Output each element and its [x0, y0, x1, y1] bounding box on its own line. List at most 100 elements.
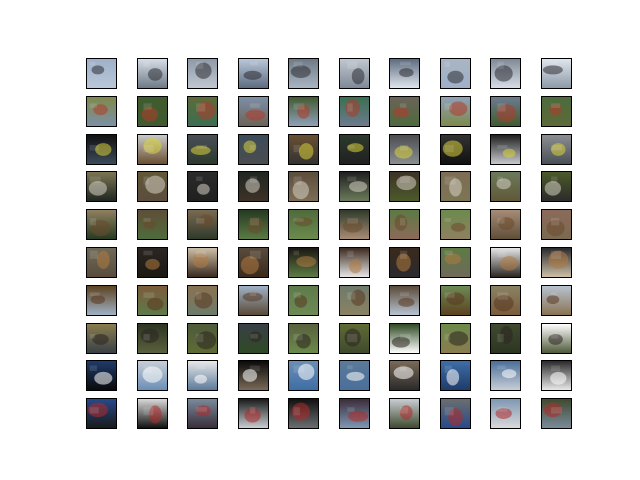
automobile-thumbnail [86, 133, 117, 165]
ship-thumbnail [389, 360, 420, 392]
horse-thumbnail [490, 284, 521, 316]
deer-thumbnail [490, 209, 521, 241]
horse-thumbnail [86, 284, 117, 316]
ship-thumbnail [86, 360, 117, 392]
truck-thumbnail [187, 398, 218, 430]
cat-thumbnail [86, 171, 117, 203]
deer-thumbnail [237, 209, 269, 241]
truck-thumbnail [389, 398, 420, 430]
ship-thumbnail [136, 360, 168, 392]
deer-thumbnail [288, 209, 319, 241]
bird-thumbnail [86, 95, 117, 127]
deer-thumbnail [187, 209, 218, 241]
cat-thumbnail [136, 171, 168, 203]
dog-thumbnail [540, 247, 572, 278]
dog-thumbnail [288, 247, 319, 278]
truck-thumbnail [288, 398, 319, 430]
dog-thumbnail [136, 247, 168, 278]
bird-thumbnail [389, 95, 420, 127]
dog-thumbnail [187, 247, 218, 278]
cat-thumbnail [439, 171, 471, 203]
horse-thumbnail [338, 284, 370, 316]
truck-thumbnail [540, 398, 572, 430]
bird-thumbnail [439, 95, 471, 127]
monkey-thumbnail [136, 322, 168, 354]
monkey-thumbnail [540, 322, 572, 354]
truck-thumbnail [439, 398, 471, 430]
automobile-thumbnail [439, 133, 471, 165]
bird-thumbnail [540, 95, 572, 127]
automobile-thumbnail [338, 133, 370, 165]
horse-thumbnail [540, 284, 572, 316]
automobile-thumbnail [389, 133, 420, 165]
airplane-thumbnail [439, 58, 471, 89]
dog-thumbnail [86, 247, 117, 278]
ship-thumbnail [237, 360, 269, 392]
cat-thumbnail [540, 171, 572, 203]
ship-thumbnail [490, 360, 521, 392]
horse-thumbnail [237, 284, 269, 316]
ship-thumbnail [288, 360, 319, 392]
monkey-thumbnail [86, 322, 117, 354]
automobile-thumbnail [490, 133, 521, 165]
ship-thumbnail [540, 360, 572, 392]
cat-thumbnail [490, 171, 521, 203]
deer-thumbnail [540, 209, 572, 241]
cat-thumbnail [237, 171, 269, 203]
monkey-thumbnail [490, 322, 521, 354]
ship-thumbnail [439, 360, 471, 392]
cat-thumbnail [288, 171, 319, 203]
airplane-thumbnail [338, 58, 370, 89]
cat-thumbnail [338, 171, 370, 203]
truck-thumbnail [86, 398, 117, 430]
horse-thumbnail [288, 284, 319, 316]
deer-thumbnail [389, 209, 420, 241]
dog-thumbnail [490, 247, 521, 278]
airplane-thumbnail [187, 58, 218, 89]
deer-thumbnail [439, 209, 471, 241]
cat-thumbnail [187, 171, 218, 203]
monkey-thumbnail [389, 322, 420, 354]
horse-thumbnail [136, 284, 168, 316]
monkey-thumbnail [187, 322, 218, 354]
bird-thumbnail [338, 95, 370, 127]
airplane-thumbnail [136, 58, 168, 89]
airplane-thumbnail [237, 58, 269, 89]
deer-thumbnail [338, 209, 370, 241]
monkey-thumbnail [288, 322, 319, 354]
automobile-thumbnail [288, 133, 319, 165]
automobile-thumbnail [540, 133, 572, 165]
airplane-thumbnail [288, 58, 319, 89]
deer-thumbnail [136, 209, 168, 241]
automobile-thumbnail [187, 133, 218, 165]
dog-thumbnail [389, 247, 420, 278]
truck-thumbnail [237, 398, 269, 430]
bird-thumbnail [136, 95, 168, 127]
monkey-thumbnail [338, 322, 370, 354]
airplane-thumbnail [490, 58, 521, 89]
ship-thumbnail [338, 360, 370, 392]
truck-thumbnail [338, 398, 370, 430]
horse-thumbnail [389, 284, 420, 316]
dog-thumbnail [439, 247, 471, 278]
horse-thumbnail [439, 284, 471, 316]
dog-thumbnail [338, 247, 370, 278]
horse-thumbnail [187, 284, 218, 316]
ship-thumbnail [187, 360, 218, 392]
airplane-thumbnail [540, 58, 572, 89]
airplane-thumbnail [389, 58, 420, 89]
cat-thumbnail [389, 171, 420, 203]
truck-thumbnail [136, 398, 168, 430]
bird-thumbnail [490, 95, 521, 127]
automobile-thumbnail [237, 133, 269, 165]
bird-thumbnail [288, 95, 319, 127]
monkey-thumbnail [237, 322, 269, 354]
truck-thumbnail [490, 398, 521, 430]
bird-thumbnail [237, 95, 269, 127]
monkey-thumbnail [439, 322, 471, 354]
automobile-thumbnail [136, 133, 168, 165]
airplane-thumbnail [86, 58, 117, 89]
deer-thumbnail [86, 209, 117, 241]
bird-thumbnail [187, 95, 218, 127]
